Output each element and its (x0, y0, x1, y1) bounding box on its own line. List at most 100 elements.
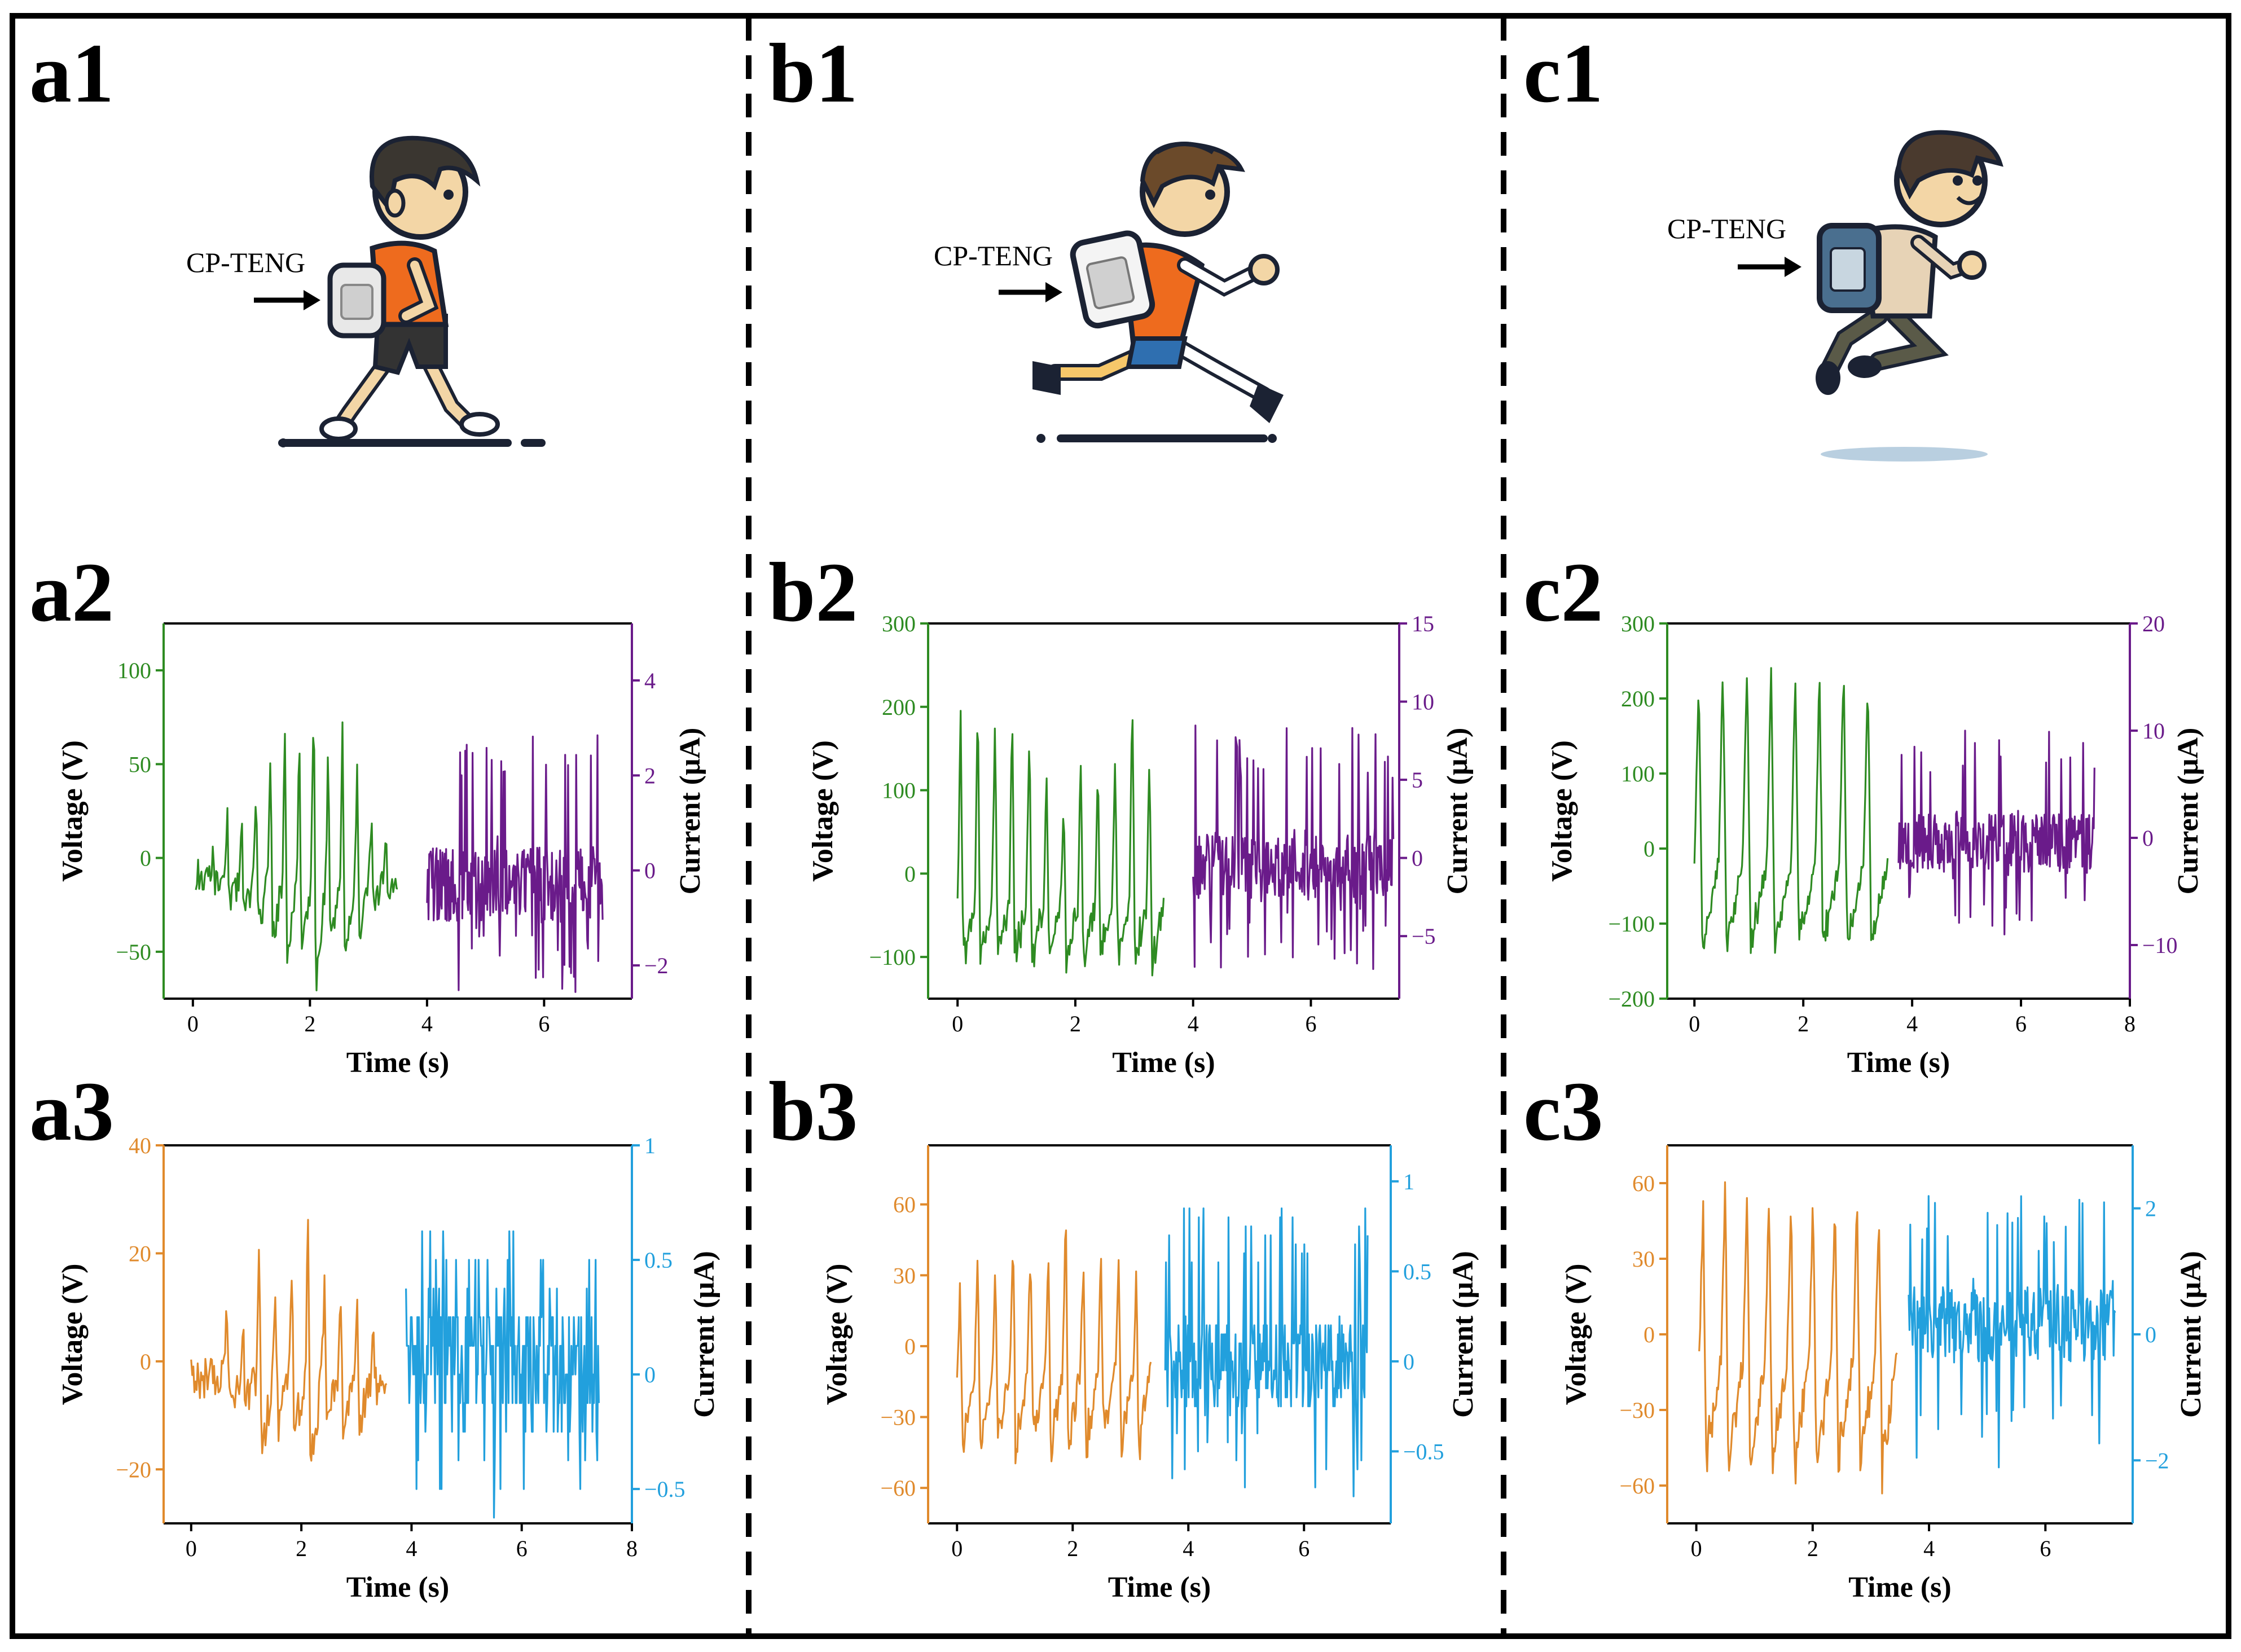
y-left-axis-label: Voltage (V) (1546, 740, 1578, 882)
series-line-voltage (1693, 667, 1889, 954)
y-right-tick-label: 0 (1403, 1349, 1414, 1374)
y-right-tick-label: 0 (644, 1362, 656, 1387)
y-right-axis-label: Current (μA) (1442, 728, 1474, 895)
x-axis-label: Time (s) (1848, 1571, 1951, 1603)
y-left-tick-label: 60 (893, 1192, 916, 1218)
series-line-current (405, 1230, 600, 1519)
series-line-voltage (190, 1219, 388, 1462)
y-left-tick-label: 40 (129, 1133, 151, 1158)
y-right-tick-label: 0 (644, 858, 656, 884)
x-axis-label: Time (s) (346, 1047, 449, 1079)
x-tick-label: 2 (296, 1536, 307, 1561)
y-left-tick-label: 0 (140, 1349, 151, 1374)
x-tick-label: 4 (1923, 1536, 1935, 1561)
x-tick-label: 0 (187, 1011, 199, 1036)
y-left-tick-label: −30 (1619, 1398, 1655, 1423)
y-left-tick-label: −100 (869, 944, 916, 970)
y-left-tick-label: −50 (116, 939, 151, 965)
y-right-tick-label: 10 (1412, 689, 1434, 715)
y-right-axis-label: Current (μA) (1447, 1251, 1479, 1418)
device-label-b1: CP-TENG (934, 240, 1053, 271)
series-line-voltage (956, 1229, 1152, 1465)
y-left-tick-label: 30 (893, 1263, 916, 1288)
y-right-axis-label: Current (μA) (688, 1251, 720, 1418)
x-tick-label: 2 (304, 1011, 315, 1036)
x-tick-label: 6 (516, 1536, 528, 1561)
y-right-tick-label: 2 (2145, 1196, 2156, 1222)
y-right-tick-label: 1 (644, 1133, 656, 1158)
y-right-tick-label: 0.5 (644, 1247, 673, 1273)
series-line-voltage (956, 710, 1165, 977)
y-right-tick-label: −0.5 (644, 1477, 686, 1502)
jump-shadow (1821, 447, 1988, 462)
y-left-axis-label: Voltage (V) (1560, 1264, 1592, 1405)
x-tick-label: 0 (186, 1536, 197, 1561)
illustration-walking: CP-TENG (186, 135, 546, 447)
y-left-tick-label: −200 (1608, 986, 1655, 1012)
x-tick-label: 4 (1188, 1011, 1199, 1036)
y-right-tick-label: −5 (1412, 924, 1436, 949)
y-left-axis-label: Voltage (V) (56, 740, 89, 882)
device-label-c1: CP-TENG (1667, 213, 1786, 244)
x-tick-label: 2 (1070, 1011, 1081, 1036)
y-right-tick-label: 0 (1412, 846, 1423, 871)
y-right-tick-label: 10 (2142, 718, 2165, 744)
series-line-current (1192, 724, 1395, 970)
x-tick-label: 0 (1689, 1011, 1700, 1036)
panel-label-b1: b1 (768, 27, 858, 120)
x-tick-label: 0 (952, 1011, 963, 1036)
y-left-tick-label: 200 (882, 695, 916, 720)
series-line-current (1897, 730, 2095, 935)
y-left-tick-label: 100 (117, 658, 151, 683)
y-left-tick-label: 0 (140, 846, 151, 871)
panel-label-b2: b2 (768, 546, 858, 639)
y-right-tick-label: 15 (1412, 611, 1434, 636)
outer-frame (10, 13, 2231, 1639)
x-tick-label: 2 (1067, 1536, 1078, 1561)
y-right-tick-label: 0.5 (1403, 1259, 1431, 1284)
y-left-tick-label: 100 (882, 778, 916, 803)
panel-label-a1: a1 (29, 27, 114, 120)
series-line-voltage (1698, 1181, 1898, 1495)
y-left-axis-label: Voltage (V) (56, 1264, 89, 1405)
x-tick-label: 2 (1807, 1536, 1818, 1561)
panel-label-a3: a3 (29, 1065, 114, 1158)
y-left-tick-label: 300 (882, 611, 916, 636)
y-left-tick-label: −30 (880, 1405, 916, 1430)
y-right-axis-label: Current (μA) (2172, 728, 2204, 895)
panel-label-a2: a2 (29, 546, 114, 639)
y-left-tick-label: 20 (129, 1241, 151, 1266)
y-left-tick-label: −20 (116, 1457, 151, 1482)
y-left-tick-label: 100 (1621, 761, 1655, 787)
x-tick-label: 8 (626, 1536, 638, 1561)
y-left-tick-label: 0 (904, 861, 916, 886)
x-tick-label: 4 (1183, 1536, 1194, 1561)
y-left-tick-label: −60 (880, 1475, 916, 1501)
x-axis-label: Time (s) (1847, 1047, 1950, 1079)
arrow-icon (1738, 257, 1801, 277)
y-left-tick-label: 60 (1632, 1171, 1655, 1196)
y-right-axis-label: Current (μA) (674, 728, 706, 895)
x-tick-label: 4 (406, 1536, 417, 1561)
y-right-axis-label: Current (μA) (2175, 1251, 2207, 1418)
x-tick-label: 8 (2124, 1011, 2135, 1036)
y-right-tick-label: −2 (2145, 1448, 2169, 1473)
y-left-axis-label: Voltage (V) (807, 740, 839, 882)
chart-a2: 0 2 4 6 −50 0 50 100 −2 0 2 4 Time (s) Voltage (V) Cur… (56, 622, 706, 1079)
y-left-tick-label: −60 (1619, 1473, 1655, 1499)
y-right-tick-label: 2 (644, 763, 656, 788)
y-left-tick-label: −100 (1608, 911, 1655, 937)
chart-b2: 0 2 4 6 −100 0 100 200 300 −5 0 5 10 15 Time (s) Voltag… (807, 611, 1474, 1079)
series-line-current (426, 734, 604, 993)
y-left-tick-label: 0 (1644, 1322, 1655, 1347)
illustration-running: CP-TENG (934, 141, 1284, 443)
x-tick-label: 4 (1906, 1011, 1918, 1036)
panel-label-c2: c2 (1523, 546, 1603, 639)
x-tick-label: 6 (1298, 1536, 1310, 1561)
y-right-tick-label: −10 (2142, 933, 2178, 958)
y-left-tick-label: 300 (1621, 611, 1655, 636)
series-line-current (1908, 1195, 2116, 1469)
device-label-a1: CP-TENG (186, 247, 305, 278)
